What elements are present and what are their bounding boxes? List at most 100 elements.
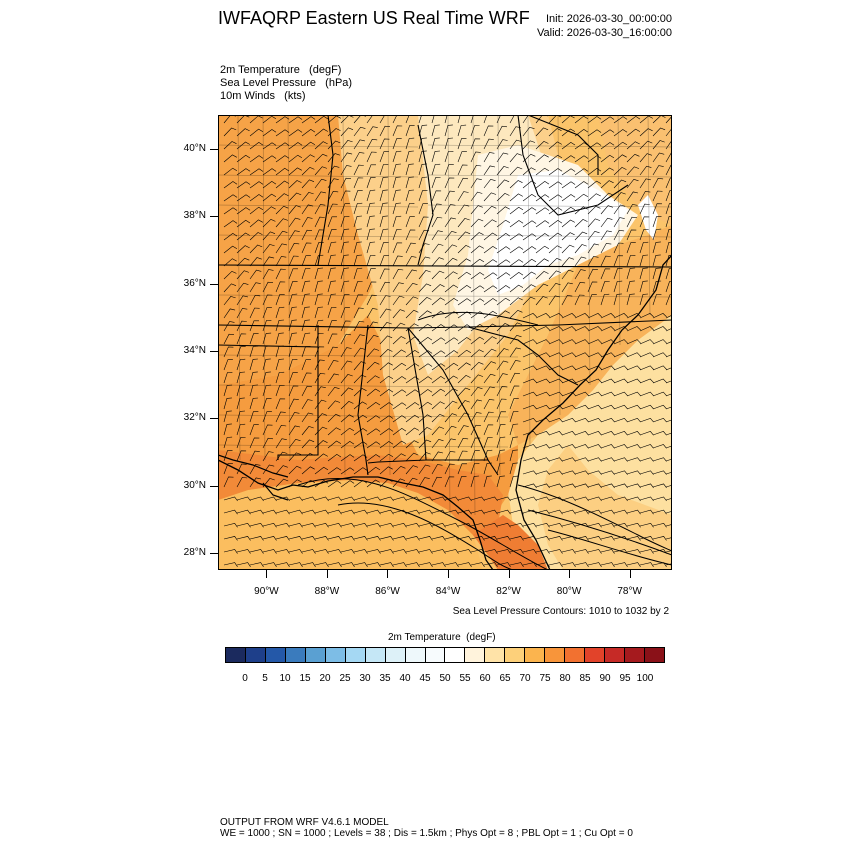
valid-time: Valid: 2026-03-30_16:00:00 xyxy=(537,27,672,39)
lon-tick-mark xyxy=(448,570,450,578)
colorbar-label: 70 xyxy=(519,673,531,684)
lat-tick-label: 34°N xyxy=(183,344,206,356)
colorbar-label: 5 xyxy=(262,673,268,684)
atlantic-warm-band xyxy=(538,445,672,570)
field-pressure: Sea Level Pressure (hPa) xyxy=(220,77,353,89)
colorbar-swatch xyxy=(485,648,506,662)
colorbar-swatch xyxy=(365,648,386,662)
colorbar-swatch xyxy=(265,648,286,662)
lat-tick-mark xyxy=(210,553,218,555)
lat-tick-label: 36°N xyxy=(183,277,206,289)
colorbar-label: 55 xyxy=(459,673,471,684)
colorbar-label: 20 xyxy=(319,673,331,684)
field-list: 2m Temperature (degF) Sea Level Pressure… xyxy=(220,64,352,103)
colorbar-swatch xyxy=(585,648,606,662)
lat-tick-mark xyxy=(210,148,218,150)
colorbar-swatch xyxy=(425,648,446,662)
east-north-land xyxy=(598,115,672,225)
florida-warm xyxy=(473,515,548,570)
lon-tick-mark xyxy=(569,570,571,578)
colorbar-swatch xyxy=(226,648,246,662)
coastline-gulf xyxy=(218,459,494,570)
colorbar-label: 90 xyxy=(599,673,611,684)
colorbar-label: 95 xyxy=(619,673,631,684)
colorbar-swatch xyxy=(245,648,266,662)
lon-tick-label: 82°W xyxy=(496,586,521,597)
lat-tick-label: 32°N xyxy=(183,412,206,424)
field-temperature: 2m Temperature (degF) xyxy=(220,64,342,76)
lon-tick-mark xyxy=(326,570,328,578)
colorbar-label: 30 xyxy=(359,673,371,684)
model-version: OUTPUT FROM WRF V4.6.1 MODEL xyxy=(220,817,389,828)
colorbar-title: 2m Temperature (degF) xyxy=(388,632,496,643)
lat-tick-mark xyxy=(210,216,218,218)
state-borders xyxy=(218,115,672,476)
colorbar-label: 10 xyxy=(279,673,291,684)
colorbar-swatch xyxy=(545,648,566,662)
wind-barb-field xyxy=(223,115,672,567)
lon-tick-label: 88°W xyxy=(314,586,340,597)
lat-tick-mark xyxy=(210,283,218,285)
colorbar-swatch xyxy=(445,648,466,662)
coastline-delta xyxy=(218,454,289,501)
lon-tick-label: 80°W xyxy=(556,586,582,597)
model-config: WE = 1000 ; SN = 1000 ; Levels = 38 ; Di… xyxy=(220,828,633,839)
gulf-coast-warm xyxy=(218,450,503,555)
colorbar-swatch xyxy=(625,648,646,662)
carolina-coast xyxy=(508,225,672,445)
lon-tick-mark xyxy=(629,570,631,578)
colorbar-label: 0 xyxy=(242,673,248,684)
lat-tick-mark xyxy=(210,418,218,420)
colorbar xyxy=(225,647,665,663)
colorbar-label: 60 xyxy=(479,673,491,684)
colorbar-label: 15 xyxy=(299,673,311,684)
colorbar-swatch xyxy=(645,648,664,662)
lat-tick-mark xyxy=(210,485,218,487)
plot-title: IWFAQRP Eastern US Real Time WRF xyxy=(218,8,530,28)
lon-tick-mark xyxy=(266,570,268,578)
map-panel xyxy=(218,115,672,570)
colorbar-swatch xyxy=(305,648,326,662)
lat-tick-mark xyxy=(210,350,218,352)
colorbar-swatch xyxy=(285,648,306,662)
lon-tick-mark xyxy=(508,570,510,578)
map-canvas xyxy=(218,115,672,570)
colorbar-swatch xyxy=(565,648,586,662)
colorbar-label: 65 xyxy=(499,673,511,684)
slp-contour-note: Sea Level Pressure Contours: 1010 to 103… xyxy=(452,606,669,617)
run-times: Init: 2026-03-30_00:00:00 Valid: 2026-03… xyxy=(537,12,672,40)
colorbar-label: 100 xyxy=(636,673,654,684)
wind-barbs xyxy=(223,115,672,567)
colorbar-label: 75 xyxy=(539,673,551,684)
colorbar-swatch xyxy=(525,648,546,662)
colorbar-label: 85 xyxy=(579,673,591,684)
lon-tick-label: 86°W xyxy=(375,586,400,597)
colorbar-swatch xyxy=(385,648,406,662)
appalachian-coldest xyxy=(488,170,628,295)
init-time: Init: 2026-03-30_00:00:00 xyxy=(546,13,672,25)
field-winds: 10m Winds (kts) xyxy=(220,90,306,102)
colorbar-swatch xyxy=(345,648,366,662)
chesapeake-bay xyxy=(638,195,658,240)
model-info: OUTPUT FROM WRF V4.6.1 MODEL WE = 1000 ;… xyxy=(220,817,633,839)
colorbar-label: 40 xyxy=(399,673,411,684)
colorbar-labels: 0 5 10 15 20 25 30 35 40 45 50 55 60 65 70 75 80 85 90 95 10… xyxy=(225,673,665,687)
lat-tick-label: 38°N xyxy=(183,210,206,222)
gulf-of-mexico xyxy=(218,480,483,570)
colorbar-swatch xyxy=(605,648,626,662)
map-border xyxy=(218,115,672,570)
lon-tick-label: 90°W xyxy=(254,586,279,597)
colorbar-swatch xyxy=(325,648,346,662)
colorbar-swatch xyxy=(505,648,526,662)
lon-tick-mark xyxy=(387,570,389,578)
colorbar-swatch xyxy=(405,648,426,662)
lon-tick-label: 84°W xyxy=(435,586,461,597)
lat-tick-label: 30°N xyxy=(183,479,206,491)
lon-tick-label: 78°W xyxy=(617,586,642,597)
colorbar-label: 35 xyxy=(379,673,391,684)
colorbar-label: 45 xyxy=(419,673,431,684)
colorbar-label: 25 xyxy=(339,673,351,684)
colorbar-swatch xyxy=(465,648,486,662)
colorbar-label: 50 xyxy=(439,673,451,684)
lat-tick-label: 28°N xyxy=(183,547,206,559)
